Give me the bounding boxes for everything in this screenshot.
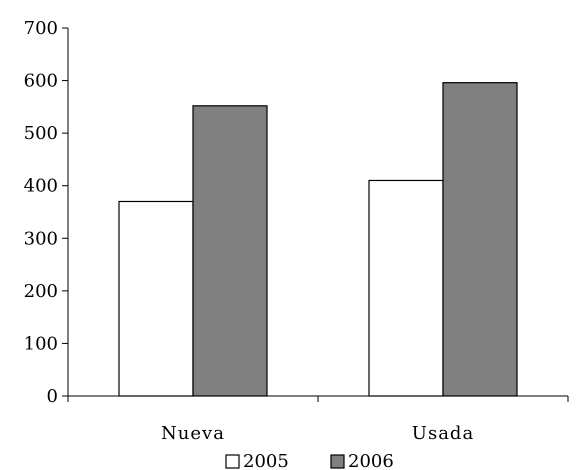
category-label: Nueva bbox=[161, 423, 225, 444]
y-tick-label: 600 bbox=[24, 71, 58, 92]
y-tick-label: 200 bbox=[24, 281, 58, 302]
y-tick-label: 500 bbox=[24, 123, 58, 144]
x-axis bbox=[67, 395, 569, 402]
legend: 2005 2006 bbox=[225, 451, 394, 470]
category-labels: Nueva Usada bbox=[161, 423, 474, 444]
legend-label: 2005 bbox=[243, 451, 289, 470]
bar-2005-usada bbox=[368, 179, 444, 397]
y-tick-label: 700 bbox=[24, 18, 58, 39]
legend-swatch-2005 bbox=[225, 454, 240, 469]
category-label: Usada bbox=[412, 423, 474, 444]
bar-2006-nueva bbox=[192, 105, 268, 397]
bar-2005-nueva bbox=[118, 200, 194, 397]
bar-2006-usada bbox=[442, 82, 518, 397]
legend-label: 2006 bbox=[348, 451, 394, 470]
y-tick-label: 300 bbox=[24, 228, 58, 249]
y-axis: 0 100 200 300 400 500 600 700 bbox=[24, 18, 69, 407]
legend-swatch-2006 bbox=[330, 454, 345, 469]
bars bbox=[118, 82, 518, 397]
y-tick-label: 0 bbox=[47, 386, 58, 407]
y-tick-label: 400 bbox=[24, 176, 58, 197]
y-tick-label: 100 bbox=[24, 333, 58, 354]
